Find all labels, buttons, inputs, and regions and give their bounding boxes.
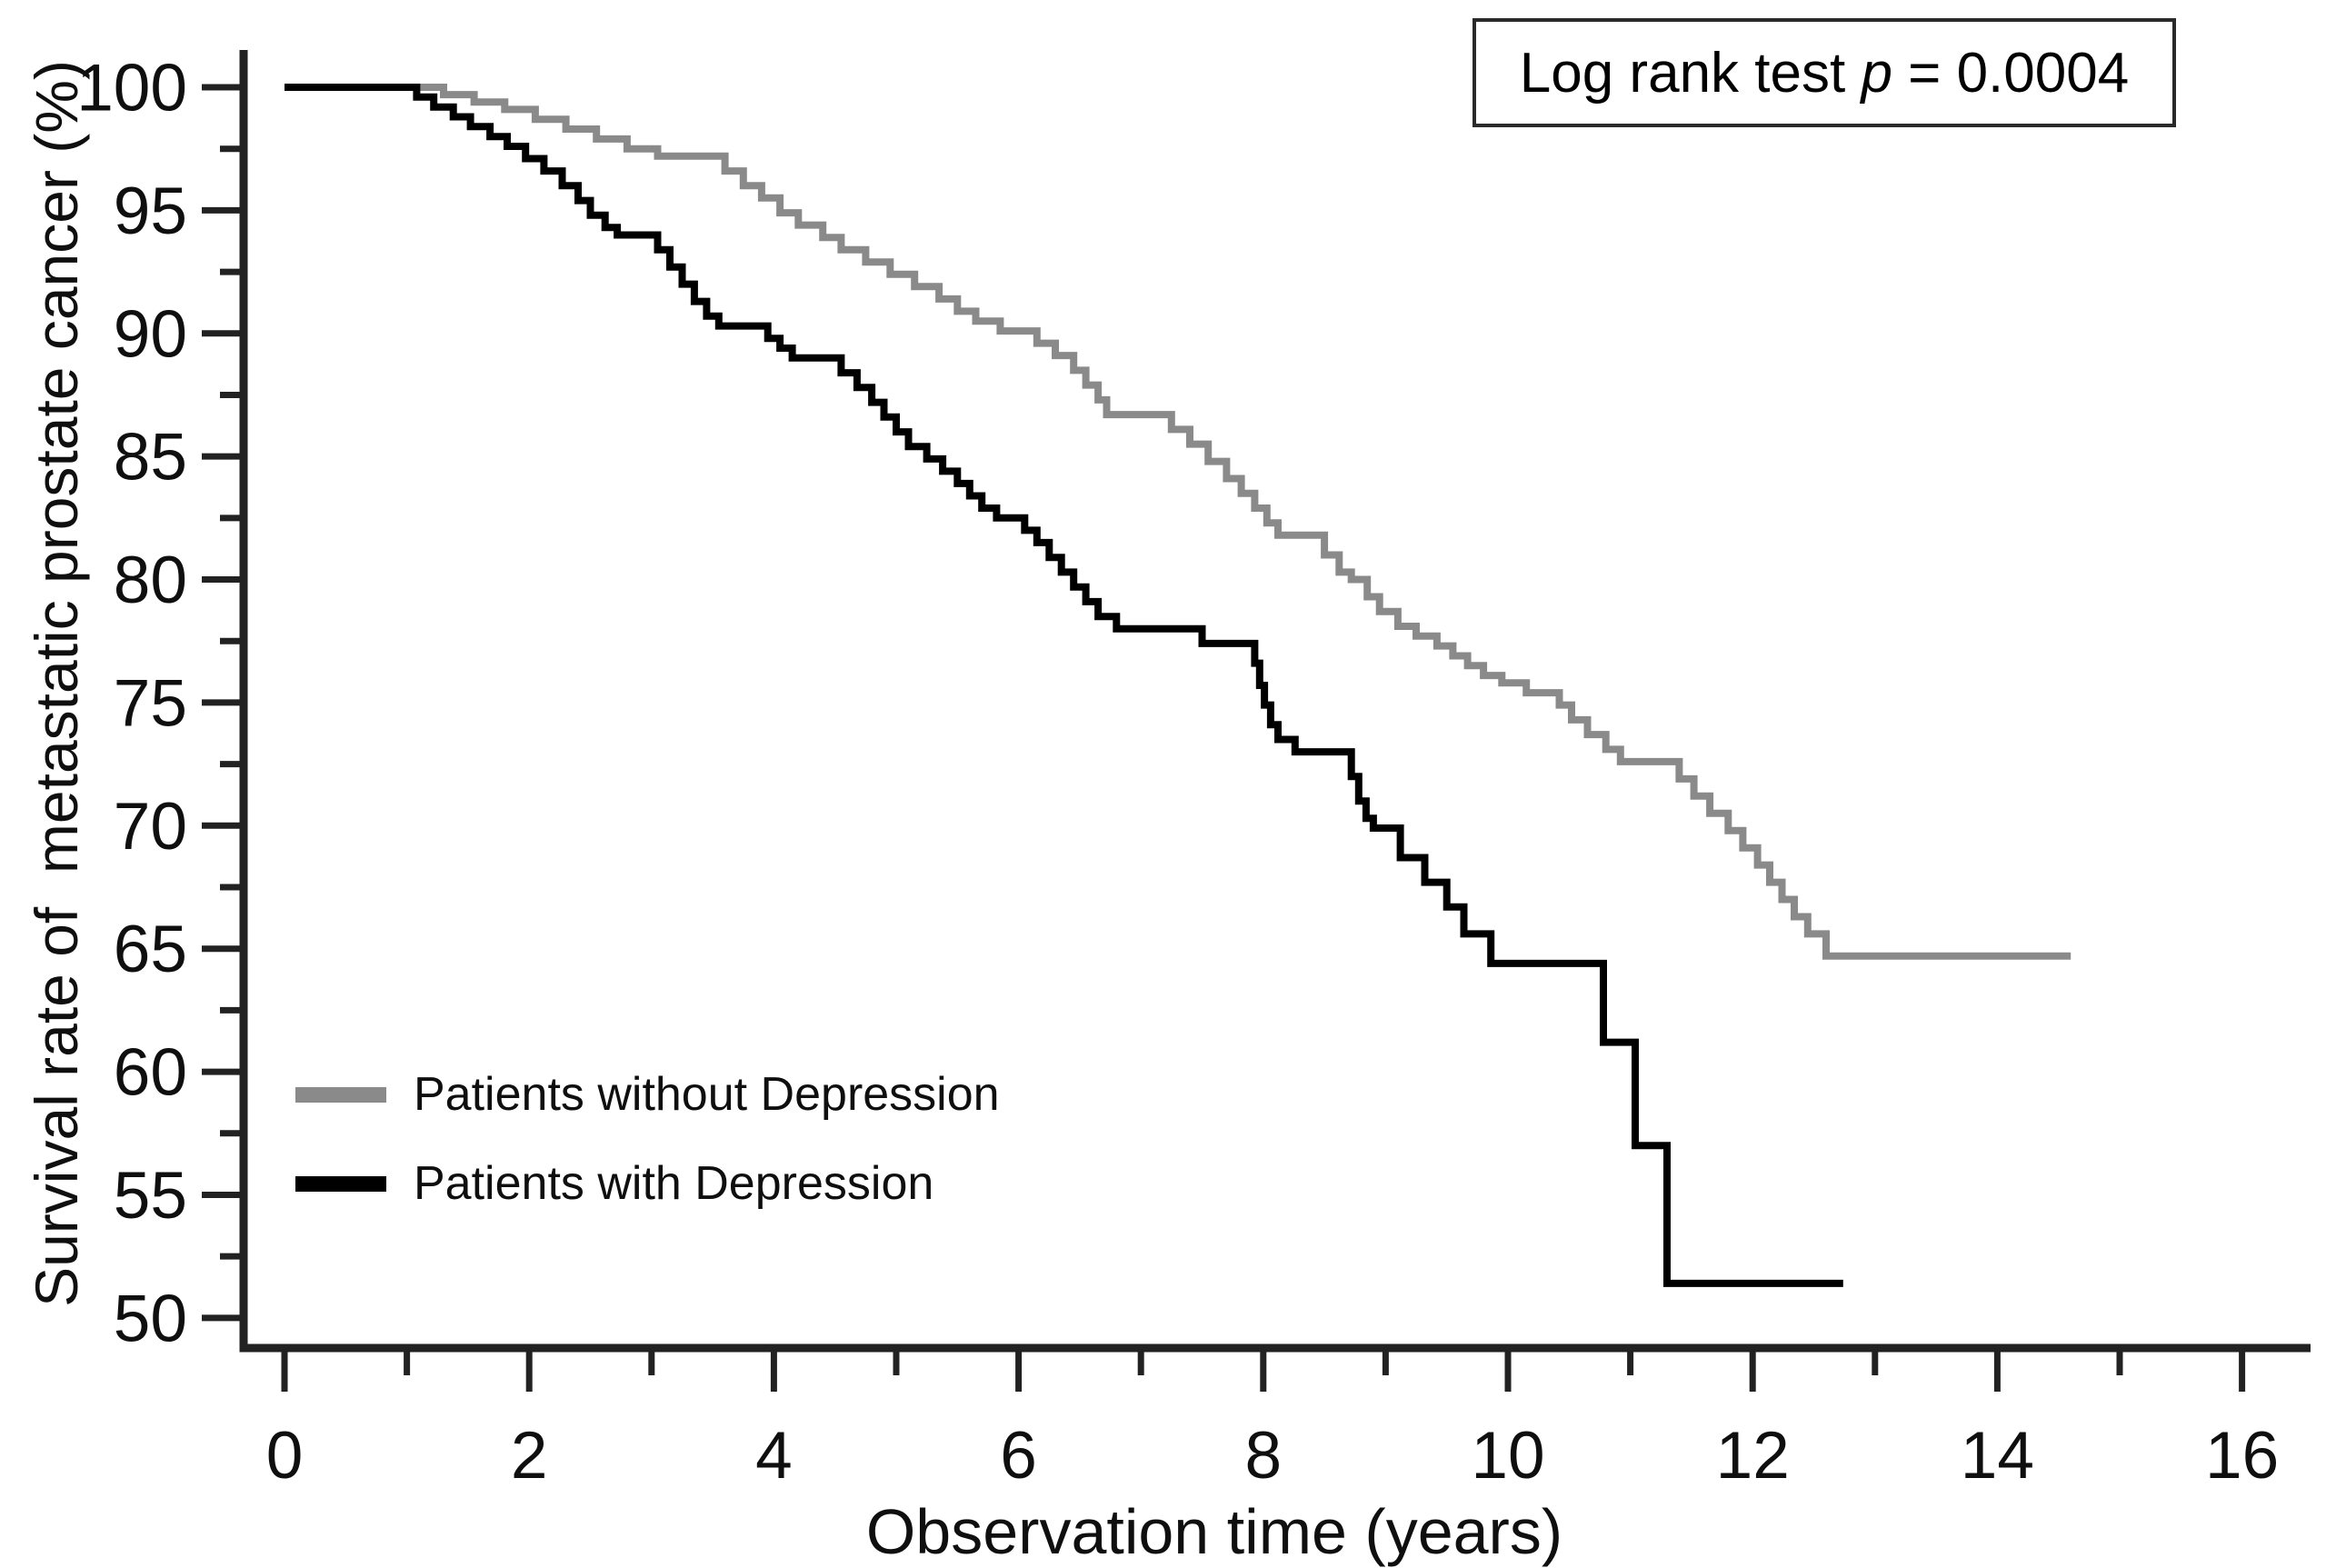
y-tick-label: 95 — [114, 175, 187, 248]
x-tick-label: 8 — [1244, 1419, 1282, 1493]
x-tick-label: 6 — [1000, 1419, 1037, 1493]
y-tick-label: 65 — [114, 913, 187, 986]
x-tick-label: 14 — [1961, 1419, 2034, 1493]
y-tick-label: 50 — [114, 1282, 187, 1355]
legend-item-without-depression: Patients without Depression — [295, 1062, 1000, 1127]
legend-swatch-gray-line — [295, 1086, 386, 1103]
x-tick-label: 4 — [755, 1419, 793, 1493]
legend-label: Patients with Depression — [414, 1157, 934, 1210]
y-tick-label: 60 — [114, 1036, 187, 1110]
curve-patients-without-depression — [285, 84, 2071, 960]
x-tick-label: 16 — [2205, 1419, 2279, 1493]
y-tick-label: 55 — [114, 1159, 187, 1233]
log-rank-annotation-box: Log rank test p = 0.0004 — [1472, 18, 2176, 127]
annotation-value: = 0.0004 — [1892, 41, 2130, 105]
legend-item-with-depression: Patients with Depression — [295, 1151, 1000, 1216]
annotation-prefix: Log rank test — [1519, 41, 1862, 105]
legend-label: Patients without Depression — [414, 1068, 1000, 1121]
y-tick-label: 70 — [114, 790, 187, 864]
y-tick-label: 80 — [114, 544, 187, 617]
x-tick-label: 0 — [266, 1419, 304, 1493]
y-tick-label: 85 — [114, 421, 187, 494]
x-tick-label: 12 — [1716, 1419, 1790, 1493]
legend-swatch-black-line — [295, 1175, 386, 1192]
legend: Patients without Depression Patients wit… — [295, 1062, 1000, 1240]
x-tick-label: 2 — [511, 1419, 548, 1493]
x-tick-label: 10 — [1471, 1419, 1544, 1493]
y-axis-title: Survival rate of metastatic prostate can… — [23, 60, 90, 1307]
y-tick-label: 75 — [114, 666, 187, 740]
y-tick-label: 100 — [76, 52, 187, 125]
y-tick-label: 90 — [114, 297, 187, 371]
curve-patients-with-depression — [285, 84, 1843, 1287]
annotation-p-symbol: p — [1861, 41, 1892, 105]
x-axis-title: Observation time (years) — [865, 1496, 1563, 1567]
